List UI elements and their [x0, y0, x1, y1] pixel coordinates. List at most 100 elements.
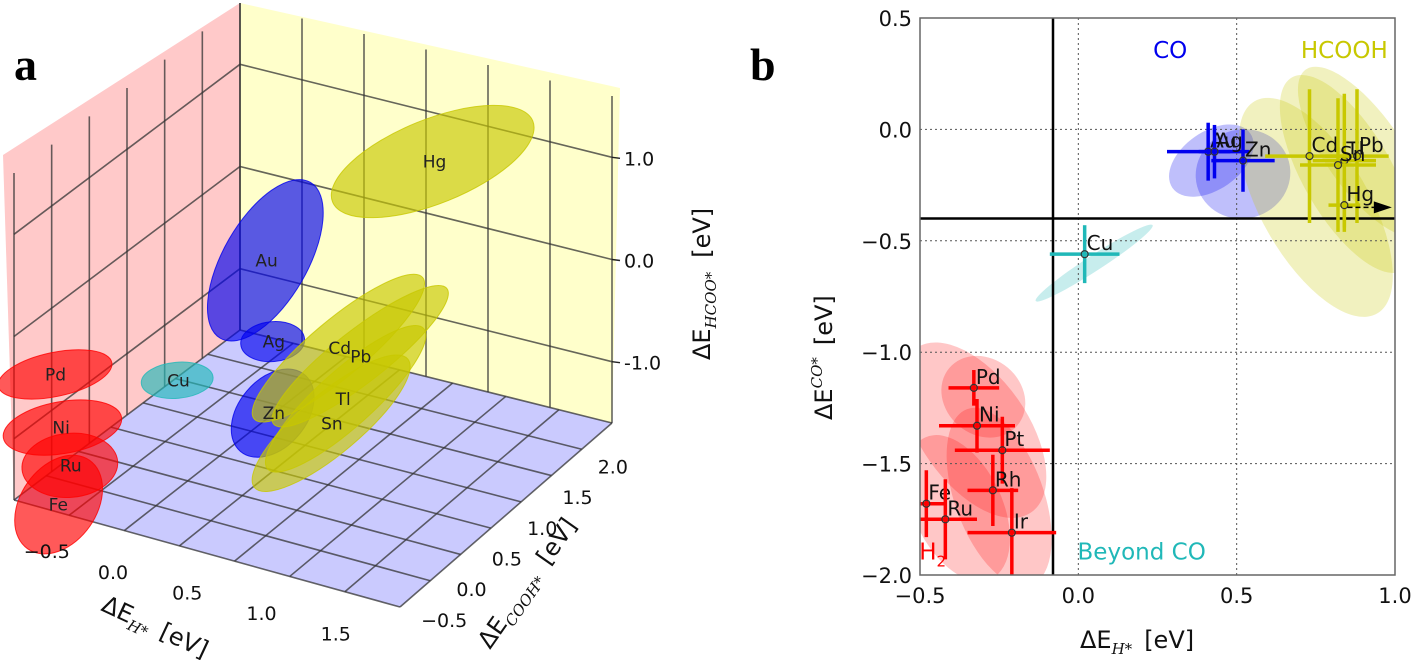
y-tick-3d: −0.5: [421, 610, 467, 632]
uncertainty-cloud-hcooh: [1238, 97, 1393, 317]
data-point-pb: Pb: [1325, 89, 1389, 223]
z-tick-3d: -1.0: [624, 353, 661, 375]
z-tick-mark: [611, 156, 621, 160]
marker: [1238, 156, 1248, 165]
label-3d-au: Au: [255, 251, 277, 271]
y-tick-label: −2.0: [861, 564, 912, 588]
point-label-pb: Pb: [1359, 133, 1384, 157]
x-tick-3d: 0.5: [172, 582, 202, 604]
uncertainty-cloud-hcooh: [1297, 66, 1395, 237]
uncertainty-cloud-h2: [920, 342, 1047, 518]
uncertainty-cloud-h2: [941, 355, 1026, 438]
point-label-pt: Pt: [1004, 427, 1024, 451]
label-3d-ag: Ag: [263, 333, 285, 353]
uncertainty-cloud-hcooh: [1279, 74, 1395, 273]
marker: [972, 421, 982, 430]
marker: [1007, 528, 1016, 537]
data-point-pd: Pd: [948, 365, 1001, 406]
axes-frame: [919, 17, 1396, 576]
x-tick-3d: 1.0: [246, 603, 276, 625]
point-label-pd: Pd: [976, 365, 1001, 389]
y-axis-label: ΔECO*[eV]: [808, 295, 838, 420]
marker: [941, 515, 950, 524]
marker: [1305, 152, 1314, 161]
wall-grid-line: [239, 63, 613, 159]
z-tick-mark: [611, 258, 621, 262]
svg-text:ΔEH*[eV]: ΔEH* [eV]: [1080, 626, 1194, 658]
y-tick-label: −1.5: [861, 453, 912, 477]
ellipse-ag: [240, 321, 306, 363]
svg-text:ΔEHCOO*[eV]: ΔEHCOO*[eV]: [688, 208, 720, 360]
data-point-hg: Hg: [1328, 178, 1374, 232]
data-point-ag: Ag: [1198, 124, 1243, 179]
label-3d-pb: Pb: [350, 347, 371, 367]
y-tick-label: −1.0: [861, 341, 912, 365]
floor-grid-line: [78, 450, 461, 556]
x-tick-label: 0.5: [1220, 584, 1253, 608]
z-tick-3d: 0.0: [624, 251, 654, 273]
ellipse-pd: [0, 349, 113, 400]
region-label-h: H2: [919, 539, 946, 570]
z-tick-mark: [611, 360, 621, 364]
x-axis-label: ΔEH* [eV]: [1080, 626, 1194, 658]
region-label-hcooh: HCOOH: [1301, 38, 1388, 64]
metal-labels-3d: Pd Ni Ru Fe Cu Au Ag Zn Hg Cd Pb Tl Sn: [45, 153, 446, 516]
x-tick-label: −0.5: [895, 584, 946, 608]
x-tick-3d: 0.0: [98, 562, 128, 584]
label-3d-ru: Ru: [60, 456, 82, 476]
ellipses-3d: [0, 104, 535, 555]
point-label-ru: Ru: [947, 496, 973, 520]
marker: [998, 446, 1007, 455]
point-label-ag: Ag: [1217, 129, 1243, 153]
data-point-pt: Pt: [954, 416, 1050, 484]
arrow-head-icon: [1373, 201, 1392, 214]
ellipse-sn: [251, 354, 411, 493]
data-point-ir: Ir: [967, 488, 1057, 575]
y-tick-3d: 2.0: [598, 457, 628, 479]
point-label-rh: Rh: [995, 467, 1022, 491]
label-3d-cd: Cd: [328, 339, 351, 359]
x-tick-3d: −0.5: [24, 541, 70, 563]
floor-grid-line: [68, 342, 294, 516]
y-tick-label: −0.5: [861, 230, 912, 254]
label-3d-cu: Cu: [167, 371, 190, 391]
uncertainty-cloud-h2: [946, 407, 1052, 575]
floor-grid-line: [344, 409, 560, 593]
data-point-ni: Ni: [939, 398, 1015, 453]
label-3d-hg: Hg: [423, 153, 447, 173]
x-tick-3d: 1.5: [321, 624, 351, 646]
x-tick-label: 1.0: [1378, 584, 1411, 608]
svg-text:ΔECO*[eV]: ΔECO*[eV]: [808, 295, 838, 420]
label-3d-tl: Tl: [335, 390, 351, 410]
floor-grid-line: [46, 474, 431, 582]
wall-grid-line: [13, 165, 241, 338]
y-tick-3d: 0.5: [492, 549, 522, 571]
data-point-rh: Rh: [967, 454, 1022, 526]
ellipse-hg: [330, 104, 535, 219]
y-tick-label: 0.5: [879, 7, 912, 31]
z-tick-3d: 1.0: [624, 148, 654, 170]
point-label-sn: Sn: [1340, 142, 1365, 166]
y-tick-label: 0.0: [879, 118, 912, 142]
label-3d-pd: Pd: [45, 365, 66, 385]
panel-b-letter: b: [750, 39, 776, 90]
z-axis-label-3d: ΔEHCOO*[eV]: [688, 208, 720, 360]
floor-grid-line: [207, 353, 582, 451]
y-tick-3d: 0.0: [456, 579, 486, 601]
marker: [969, 383, 978, 392]
marker: [988, 486, 997, 495]
marker: [1340, 201, 1349, 210]
ellipse-cu: [140, 361, 214, 399]
ellipse-fe: [14, 454, 104, 555]
region-label-co: CO: [1153, 38, 1187, 64]
floor-grid-line: [399, 422, 613, 608]
y-tick-3d: 1.0: [527, 518, 557, 540]
y-tick-3d: 1.5: [562, 487, 592, 509]
data-point-ru: Ru: [920, 479, 977, 560]
point-label-ni: Ni: [979, 403, 1000, 427]
marker: [922, 499, 931, 508]
